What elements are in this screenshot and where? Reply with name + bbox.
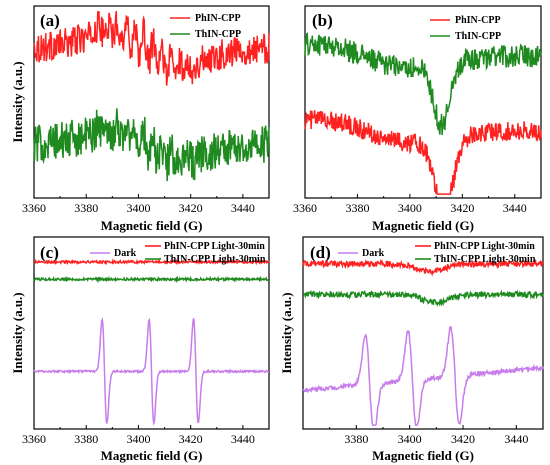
legend: Dark PhIN-CPP Light-30min ThIN-CPP Light… (90, 241, 266, 265)
series-layer (304, 32, 542, 195)
series-line-1 (304, 110, 542, 195)
plot-frame (33, 5, 270, 199)
legend-label-thin: ThIN-CPP (455, 31, 501, 42)
legend-label-thin: ThIN-CPP Light-30min (164, 254, 266, 265)
legend: PhIN-CPP ThIN-CPP (170, 13, 241, 40)
x-tick-label: 3420 (451, 432, 475, 446)
x-tick-label: 3440 (503, 201, 527, 215)
legend: Dark PhIN-CPP Light-30min ThIN-CPP Light… (338, 241, 536, 265)
series-line-1 (33, 316, 270, 426)
series-line-2 (302, 258, 544, 277)
x-tick-label: 3400 (398, 432, 422, 446)
panel-label: (a) (40, 11, 60, 30)
y-axis-title: Intensity (a.u.) (10, 61, 25, 142)
x-tick-label: 3440 (504, 432, 528, 446)
plot-frame (33, 236, 270, 430)
legend-label-phin: PhIN-CPP Light-30min (164, 241, 265, 252)
x-tick-label: 3360 (22, 432, 46, 446)
panel-d: (d) Dark PhIN-CPP Light-30min ThIN-CPP L… (279, 236, 544, 463)
x-tick-label: 3400 (126, 201, 150, 215)
panel-label: (b) (312, 11, 333, 30)
legend-label-phin: PhIN-CPP Light-30min (434, 241, 535, 252)
x-tick-label: 3400 (126, 432, 150, 446)
series-line-1 (33, 11, 270, 86)
series-line-2 (304, 32, 542, 136)
x-tick-label: 3380 (74, 432, 98, 446)
y-axis-title: Intensity (a.u.) (10, 292, 25, 373)
panel-label: (d) (310, 243, 331, 262)
x-ticks: 3380 3400 3420 3440 (329, 425, 528, 446)
x-tick-label: 3360 (22, 201, 46, 215)
series-line-3 (33, 275, 270, 284)
x-axis-title: Magnetic field (G) (101, 448, 203, 463)
x-tick-label: 3440 (231, 432, 255, 446)
x-tick-label: 3380 (345, 201, 369, 215)
x-tick-label: 3420 (450, 201, 474, 215)
x-ticks: 3360 3380 3400 3420 3440 (22, 425, 255, 446)
series-layer (33, 258, 270, 426)
x-tick-label: 3360 (293, 201, 317, 215)
legend-label-thin: ThIN-CPP Light-30min (434, 254, 536, 265)
plot-frame (302, 236, 544, 430)
series-line-2 (33, 258, 270, 266)
x-tick-label: 3420 (179, 432, 203, 446)
x-tick-label: 3420 (179, 201, 203, 215)
series-layer (33, 11, 270, 182)
legend-label-phin: PhIN-CPP (195, 13, 241, 24)
legend: PhIN-CPP ThIN-CPP (430, 15, 501, 42)
x-axis-title: Magnetic field (G) (372, 448, 474, 463)
y-axis-title: Intensity (a.u.) (279, 292, 294, 373)
x-axis-title: Magnetic field (G) (372, 218, 474, 233)
series-line-2 (33, 108, 270, 182)
plot-frame (304, 5, 542, 199)
legend-label-thin: ThIN-CPP (195, 29, 241, 40)
series-layer (302, 258, 544, 426)
series-line-3 (302, 289, 544, 307)
panel-c: (c) Dark PhIN-CPP Light-30min ThIN-CPP L… (10, 236, 270, 463)
x-ticks: 3360 3380 3400 3420 3440 (22, 194, 255, 215)
panel-a: (a) PhIN-CPP ThIN-CPP 3360 3380 3400 3420 34… (10, 5, 270, 233)
series-line-1 (302, 325, 544, 426)
panel-label: (c) (40, 243, 59, 262)
x-tick-label: 3380 (74, 201, 98, 215)
x-axis-title: Magnetic field (G) (101, 218, 203, 233)
x-tick-label: 3440 (231, 201, 255, 215)
legend-label-phin: PhIN-CPP (455, 15, 501, 26)
legend-label-dark: Dark (362, 248, 385, 259)
x-tick-label: 3380 (344, 432, 368, 446)
panel-b: (b) PhIN-CPP ThIN-CPP 3360 3380 3400 3420 34… (293, 5, 542, 233)
x-ticks: 3360 3380 3400 3420 3440 (293, 194, 527, 215)
legend-label-dark: Dark (114, 248, 137, 259)
x-tick-label: 3400 (398, 201, 422, 215)
